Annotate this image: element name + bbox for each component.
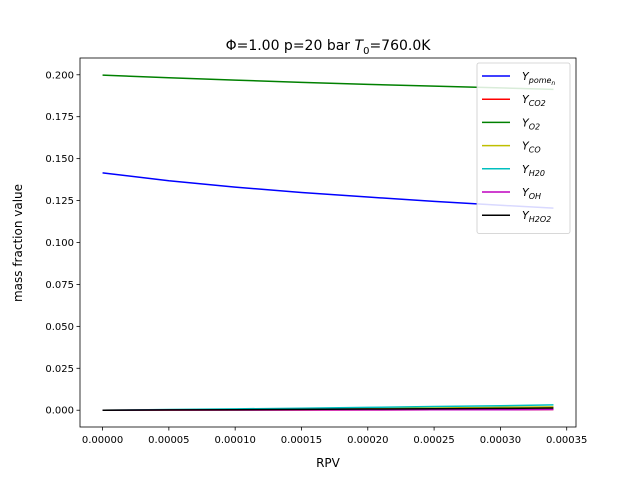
axes: 0.00000 0.00005 0.00010 0.00015 0.00020 0.000… (45, 57, 587, 446)
x-tick-label: 0.00015 (281, 435, 322, 446)
y-tick-label: 0.125 (45, 196, 74, 207)
y-tick-label: 0.075 (45, 280, 74, 291)
legend-label-h2o2: YH2O2 (522, 209, 551, 224)
x-tick-label: 0.00025 (413, 435, 454, 446)
y-tick-label: 0.050 (45, 322, 74, 333)
legend-label-co: YCO (522, 140, 541, 155)
x-tick-label: 0.00010 (214, 435, 255, 446)
x-tick-label: 0.00005 (148, 435, 189, 446)
legend-label-oh: YOH (522, 186, 541, 201)
legend-label-o2: YO2 (522, 116, 540, 131)
legend-label-co2: YCO2 (522, 93, 546, 108)
y-tick-label: 0.100 (45, 238, 74, 249)
chart-title: Φ=1.00 p=20 bar T0=760.0K (226, 38, 432, 57)
y-tick-label: 0.000 (45, 406, 74, 417)
x-tick-label: 0.00035 (546, 435, 587, 446)
y-tick-label: 0.150 (45, 154, 74, 165)
legend: Ypomen YCO2 YO2 YCO YH20 YOH YH2O2 (476, 62, 571, 234)
y-tick-label: 0.025 (45, 364, 74, 375)
legend-label-pome: Ypomen (522, 70, 555, 87)
legend-label-h20: YH20 (522, 163, 545, 178)
y-tick-label: 0.200 (45, 70, 74, 81)
y-axis-label: mass fraction value (11, 184, 25, 302)
x-tick-label: 0.00030 (480, 435, 521, 446)
x-tick-label: 0.00000 (82, 435, 123, 446)
series-line-h2o2 (102, 407, 554, 411)
x-tick-label: 0.00020 (347, 435, 388, 446)
x-axis-label: RPV (316, 456, 341, 470)
y-tick-label: 0.175 (45, 112, 74, 123)
legend-box (476, 62, 571, 234)
